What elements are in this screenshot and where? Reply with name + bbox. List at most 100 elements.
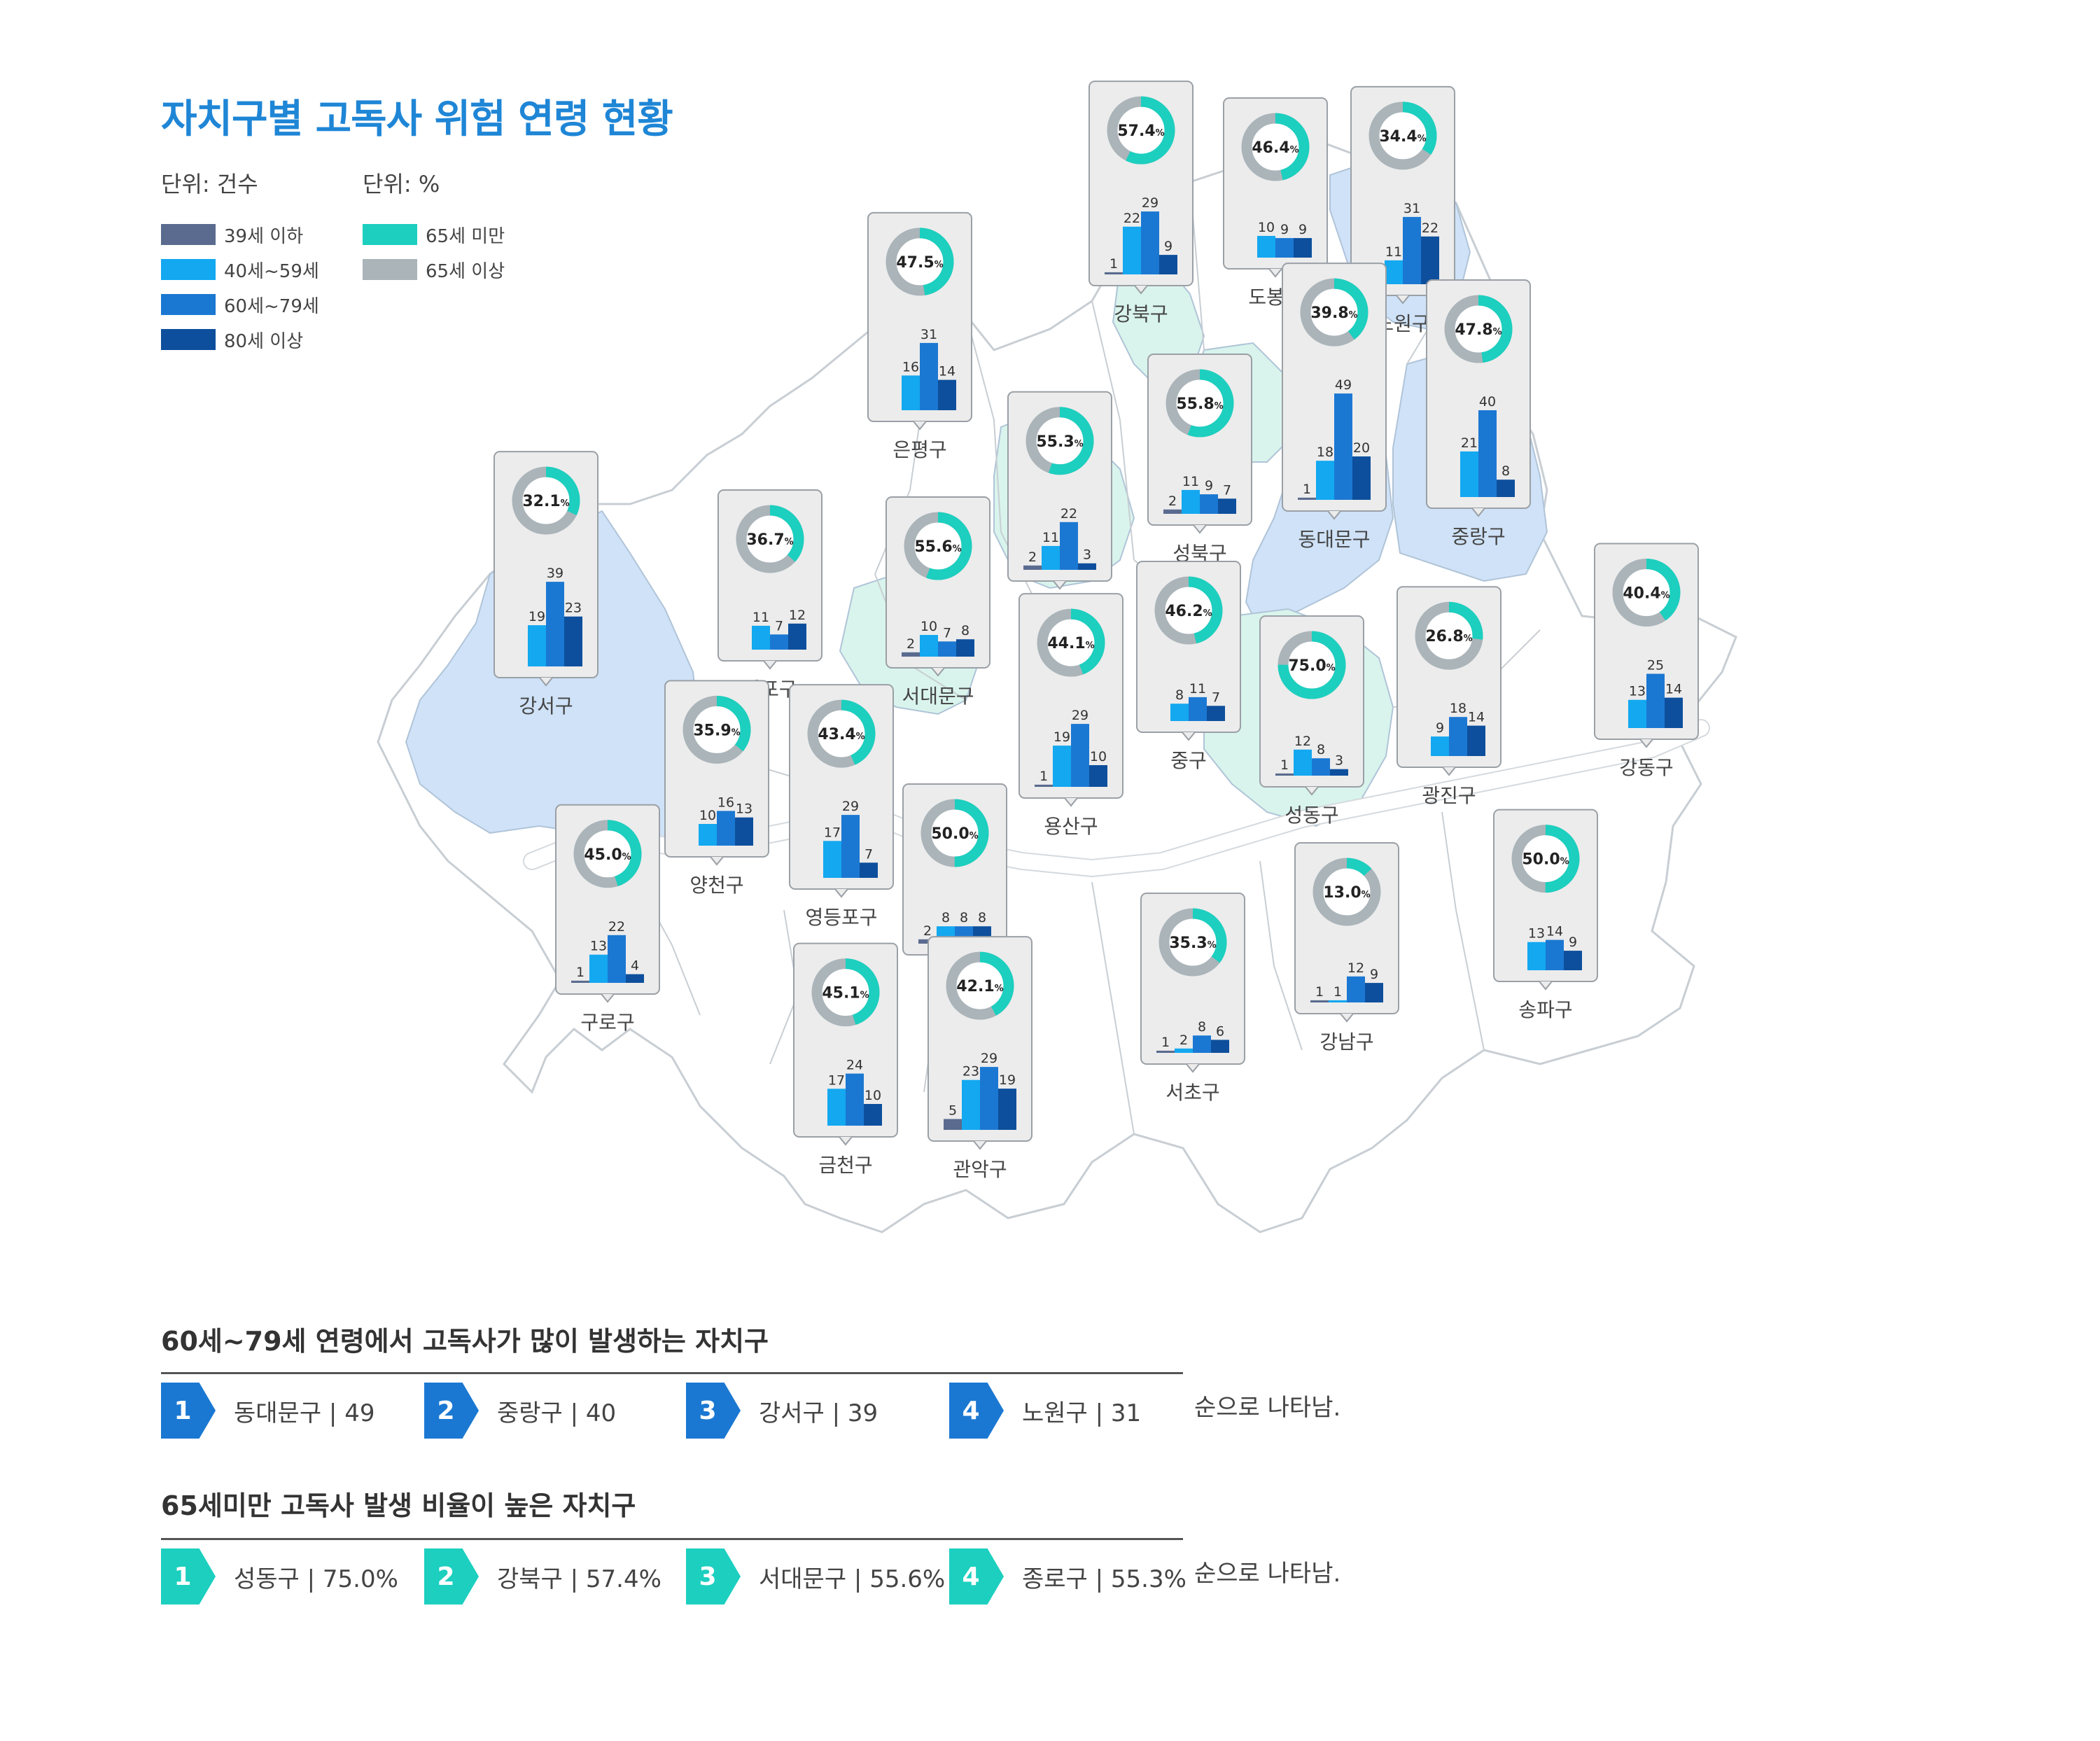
bar-40세~59세 xyxy=(1460,451,1478,497)
donut-under65 xyxy=(807,699,876,768)
bar-value-label: 1 xyxy=(576,965,584,980)
bar-value-label: 10 xyxy=(920,619,937,634)
district-name-label: 금천구 xyxy=(818,1154,872,1177)
district-name-label: 광진구 xyxy=(1422,784,1476,807)
district-name-label: 성동구 xyxy=(1284,804,1338,827)
bar-value-label: 8 xyxy=(960,910,968,925)
bar-value-label: 4 xyxy=(631,958,639,974)
card-pointer xyxy=(1193,524,1207,534)
district-name-label: 서초구 xyxy=(1166,1081,1219,1104)
bar-60세~79세 xyxy=(938,641,956,657)
card-pointer xyxy=(1327,510,1341,520)
percent-sign: % xyxy=(1074,439,1084,449)
bar-value-label: 2 xyxy=(1180,1033,1188,1048)
bar-40세~59세 xyxy=(1175,1048,1193,1053)
bar-40세~59세 xyxy=(699,824,717,846)
bar-value-label: 23 xyxy=(962,1064,979,1079)
bar-value-label: 13 xyxy=(1629,684,1646,699)
bar-60세~79세 xyxy=(1200,494,1218,514)
bar-value-label: 12 xyxy=(789,608,806,623)
district-name-label: 중랑구 xyxy=(1451,525,1505,548)
bar-value-label: 9 xyxy=(1436,720,1444,736)
bar-80세 이상 xyxy=(1089,765,1107,787)
ranking-item: 1 성동구 | 75.0% xyxy=(161,1548,398,1604)
district-border xyxy=(1441,811,1485,1051)
rank-text: 서대문구 | 55.6% xyxy=(759,1565,946,1593)
bar-80세 이상 xyxy=(1330,769,1348,776)
bar-40세~59세 xyxy=(962,1079,980,1130)
percent-sign: % xyxy=(1464,634,1473,644)
legend-count: 39세 이하 40세~59세 60세~79세 80세 이상 xyxy=(161,217,319,357)
bar-value-label: 17 xyxy=(824,825,841,840)
bar-60세~79세 xyxy=(1275,238,1294,258)
card-pointer xyxy=(601,993,615,1003)
card-pointer xyxy=(1182,732,1196,741)
bar-80세 이상 xyxy=(1352,456,1371,500)
card-pointer xyxy=(1539,981,1553,991)
bar-value-label: 23 xyxy=(565,601,582,616)
rank-number: 4 xyxy=(962,1396,980,1425)
donut-under65 xyxy=(1312,858,1381,926)
bar-80세 이상 xyxy=(860,862,878,878)
rank-number: 1 xyxy=(174,1396,192,1425)
bar-80세 이상 xyxy=(564,616,582,666)
bar-39세 이하 xyxy=(1275,773,1294,776)
unit-count-label: 단위: 건수 xyxy=(161,171,258,197)
district-border xyxy=(965,314,1002,533)
donut-under65 xyxy=(682,695,751,764)
card-pointer xyxy=(1134,285,1148,295)
percent-sign: % xyxy=(1418,134,1427,144)
bar-60세~79세 xyxy=(1141,211,1159,274)
legend-item: 80세 이상 xyxy=(161,322,319,357)
bar-value-label: 2 xyxy=(1028,550,1037,565)
ranking-under65-title: 65세미만 고독사 발생 비율이 높은 자치구 xyxy=(161,1490,636,1521)
bar-40세~59세 xyxy=(1053,746,1071,787)
bar-value-label: 8 xyxy=(1317,742,1325,757)
donut-under65 xyxy=(904,512,972,580)
donut-under65 xyxy=(1107,96,1175,165)
bar-80세 이상 xyxy=(626,974,644,983)
bar-39세 이하 xyxy=(944,1119,962,1130)
bar-value-label: 12 xyxy=(1348,960,1364,976)
bar-value-label: 19 xyxy=(528,609,545,624)
card-pointer xyxy=(1442,767,1456,776)
bar-39세 이하 xyxy=(1023,565,1042,570)
bar-40세~59세 xyxy=(902,375,920,410)
percent-sign: % xyxy=(1208,940,1217,951)
bar-value-label: 13 xyxy=(1528,926,1545,942)
legend-label: 80세 이상 xyxy=(224,330,304,352)
chart-title: 자치구별 고독사 위험 연령 현황 xyxy=(161,97,673,142)
district-name-label: 영등포구 xyxy=(805,906,877,929)
bar-value-label: 1 xyxy=(1110,256,1118,272)
donut-under65 xyxy=(1037,608,1105,677)
bar-40세~59세 xyxy=(827,1089,846,1126)
ranking-60-79-title: 60세~79세 연령에서 고독사가 많이 발생하는 자치구 xyxy=(161,1326,769,1357)
unit-percent-label: 단위: % xyxy=(363,171,440,197)
district-border xyxy=(1091,881,1135,1135)
bar-value-label: 1 xyxy=(1315,984,1324,1000)
legend-swatch xyxy=(161,259,216,280)
rank-badge: 3 xyxy=(686,1548,741,1604)
bar-value-label: 22 xyxy=(1422,221,1438,236)
bar-value-label: 11 xyxy=(1189,681,1206,697)
bar-60세~79세 xyxy=(841,815,860,878)
bar-value-label: 7 xyxy=(943,625,951,641)
rank-badge: 1 xyxy=(161,1383,216,1439)
card-pointer xyxy=(973,1140,987,1150)
donut-under65 xyxy=(1444,295,1513,363)
bar-60세~79세 xyxy=(1312,758,1330,776)
rank-text: 노원구 | 31 xyxy=(1022,1399,1142,1427)
ranking-60-79-suffix: 순으로 나타남. xyxy=(1194,1394,1341,1422)
rank-number: 3 xyxy=(699,1396,717,1425)
district-name-label: 동대문구 xyxy=(1298,528,1370,551)
bar-value-label: 18 xyxy=(1450,701,1466,716)
card-pointer xyxy=(1396,295,1410,305)
bar-value-label: 2 xyxy=(906,636,915,652)
percent-sign: % xyxy=(1326,663,1336,673)
donut-percent-label: 46.4% xyxy=(1252,139,1298,157)
